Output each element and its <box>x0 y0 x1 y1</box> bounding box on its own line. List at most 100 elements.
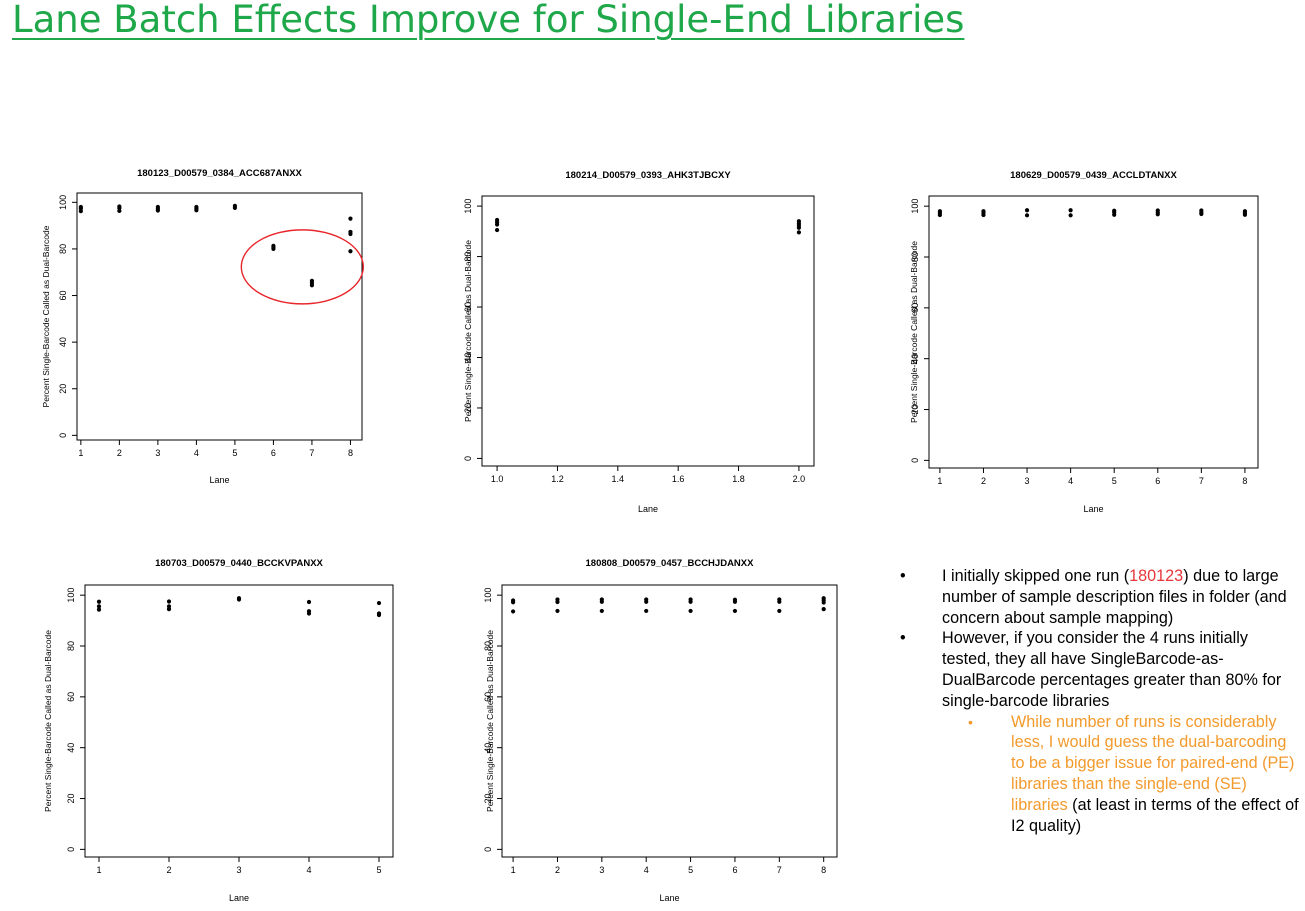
annotation-circle <box>240 229 365 305</box>
chart-title: 180808_D00579_0457_BCCHJDANXX <box>586 558 755 569</box>
y-tick-label: 80 <box>910 252 920 262</box>
data-point <box>96 599 102 604</box>
x-tick-label: 2 <box>555 865 560 875</box>
x-tick-label: 3 <box>236 865 241 875</box>
bullet-dot: • <box>900 567 906 585</box>
data-point <box>510 600 516 605</box>
sub-bullet-highlight: While number of runs is considerably les… <box>1011 712 1295 814</box>
x-tick-label: 3 <box>155 448 160 458</box>
x-axis-label: Lane <box>659 893 679 903</box>
data-point <box>732 599 738 604</box>
plot-frame <box>501 584 838 858</box>
x-tick-label: 8 <box>1242 476 1247 486</box>
y-tick-label: 80 <box>483 641 493 651</box>
y-tick-label: 40 <box>483 743 493 753</box>
x-tick-label: 4 <box>306 865 311 875</box>
y-tick-label: 80 <box>463 252 473 262</box>
data-point <box>78 209 83 214</box>
x-axis-label: Lane <box>1083 504 1103 514</box>
notes-panel: • I initially skipped one run (180123) d… <box>895 566 1300 836</box>
x-tick-label: 7 <box>309 448 314 458</box>
x-tick-label: 8 <box>821 865 826 875</box>
y-tick-label: 0 <box>66 847 76 852</box>
x-axis-label: Lane <box>638 504 658 514</box>
data-point <box>494 222 500 227</box>
chart-title: 180123_D00579_0384_ACC687ANXX <box>137 168 302 179</box>
chart-title: 180629_D00579_0439_ACCLDTANXX <box>1010 170 1177 181</box>
x-tick-label: 2.0 <box>793 474 806 484</box>
data-point <box>1199 211 1204 217</box>
y-axis-label: Percent Single-Barcode Called as Dual-Ba… <box>43 630 53 812</box>
data-point <box>306 599 312 605</box>
y-tick-label: 60 <box>910 303 920 313</box>
bullet1-text-start: I initially skipped one run ( <box>942 567 1130 585</box>
x-tick-label: 2 <box>166 865 171 875</box>
y-tick-label: 0 <box>463 456 473 461</box>
x-tick-label: 5 <box>376 865 381 875</box>
data-point <box>555 599 560 605</box>
data-point <box>166 607 172 612</box>
x-tick-label: 5 <box>232 448 237 458</box>
data-point <box>494 227 500 233</box>
y-tick-label: 40 <box>66 743 76 753</box>
y-axis-label: Percent Single-Barcode Called as Dual-Ba… <box>463 240 473 422</box>
data-point <box>309 283 315 288</box>
data-point <box>644 608 649 614</box>
y-axis-label: Percent Single-Barcode Called as Dual-Ba… <box>41 225 51 407</box>
y-tick-label: 20 <box>58 384 68 394</box>
data-point <box>777 599 782 604</box>
data-point <box>599 599 604 604</box>
bullet1-text-end: ) due to large number of sample descript… <box>942 567 1287 627</box>
sub-bullet-dot: • <box>968 713 973 730</box>
data-point <box>510 609 516 614</box>
data-point <box>155 208 160 213</box>
x-axis-label: Lane <box>229 893 249 903</box>
data-point <box>236 597 242 602</box>
y-tick-label: 40 <box>910 354 920 364</box>
x-tick-label: 6 <box>271 448 276 458</box>
y-tick-label: 80 <box>58 244 68 254</box>
data-point <box>376 600 382 606</box>
data-point <box>1112 212 1117 217</box>
data-point <box>732 608 738 614</box>
data-point <box>348 216 353 221</box>
data-point <box>96 607 102 612</box>
data-point <box>981 212 986 218</box>
x-tick-label: 8 <box>348 448 353 458</box>
x-tick-label: 7 <box>1199 476 1204 486</box>
y-tick-label: 40 <box>58 337 68 347</box>
y-tick-label: 100 <box>66 588 76 603</box>
y-tick-label: 20 <box>483 794 493 804</box>
data-point <box>1068 213 1073 218</box>
data-point <box>96 604 102 609</box>
x-tick-label: 1 <box>78 448 83 458</box>
plot-frame <box>76 192 363 441</box>
x-axis-label: Lane <box>209 475 229 485</box>
slide-title: Lane Batch Effects Improve for Single-En… <box>12 0 965 41</box>
x-tick-label: 3 <box>1025 476 1030 486</box>
sub-bullet-rest: (at least in terms of the effect of I2 q… <box>1011 795 1299 835</box>
x-tick-label: 2 <box>981 476 986 486</box>
x-tick-label: 1 <box>511 865 516 875</box>
bullet-dot: • <box>900 629 906 648</box>
data-point <box>376 612 382 618</box>
data-point <box>166 599 172 604</box>
plot-frame <box>481 195 815 467</box>
data-point <box>821 600 826 605</box>
x-tick-label: 4 <box>194 448 199 458</box>
data-point <box>1242 212 1248 217</box>
x-tick-label: 1 <box>937 476 942 486</box>
bullet1-run-id: 180123 <box>1129 567 1184 585</box>
x-tick-label: 6 <box>1155 476 1160 486</box>
y-tick-label: 0 <box>483 847 493 852</box>
y-tick-label: 60 <box>483 692 493 702</box>
y-tick-label: 100 <box>58 195 68 210</box>
x-tick-label: 1.2 <box>551 474 564 484</box>
y-tick-label: 20 <box>66 794 76 804</box>
y-axis-label: Percent Single-Barcode Called as Dual-Ba… <box>485 630 495 812</box>
x-tick-label: 6 <box>732 865 737 875</box>
y-tick-label: 80 <box>66 641 76 651</box>
y-tick-label: 100 <box>910 199 920 214</box>
